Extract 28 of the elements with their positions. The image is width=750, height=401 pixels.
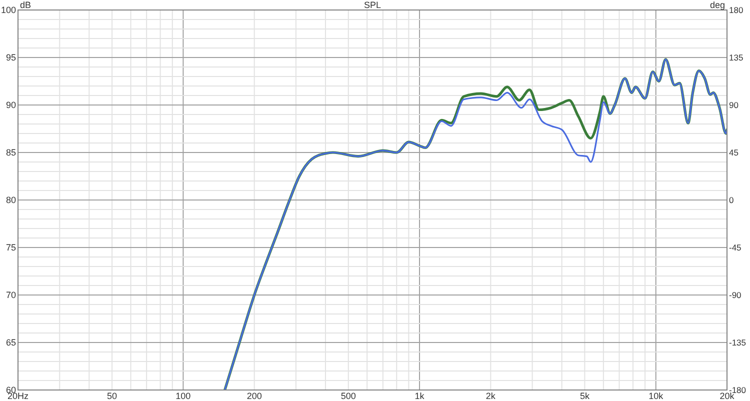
y-tick-label: 75 [6, 242, 16, 252]
y-tick-label: 80 [6, 195, 16, 205]
y2-tick-label: -135 [729, 338, 746, 348]
y-tick-label: 95 [6, 52, 16, 62]
x-tick-label: 50 [107, 391, 118, 401]
chart-title: SPL [364, 0, 382, 10]
y-tick-label: 100 [0, 5, 16, 15]
x-tick-label: 500 [340, 391, 356, 401]
y-axis-title: dB [20, 0, 32, 10]
y-tick-label: 85 [6, 148, 16, 158]
y2-tick-label: 180 [729, 5, 744, 15]
y2-tick-label: 45 [729, 148, 739, 158]
y2-tick-label: 135 [729, 52, 744, 62]
y-tick-label: 70 [6, 290, 16, 300]
y-tick-label: 90 [6, 100, 16, 110]
y2-tick-label: 90 [729, 100, 739, 110]
x-tick-label: 2k [486, 391, 496, 401]
y2-tick-label: -90 [729, 290, 742, 300]
y-tick-label: 65 [6, 338, 16, 348]
y2-axis-title: deg [710, 0, 725, 10]
x-tick-label: 10k [648, 391, 664, 401]
y2-tick-label: -45 [729, 242, 742, 252]
y2-tick-label: 0 [729, 195, 734, 205]
x-tick-label: 200 [246, 391, 262, 401]
x-tick-label: 1k [414, 391, 425, 401]
x-tick-label: 100 [176, 391, 191, 401]
x-tick-label: 5k [580, 391, 590, 401]
y-tick-label: 60 [6, 385, 16, 395]
